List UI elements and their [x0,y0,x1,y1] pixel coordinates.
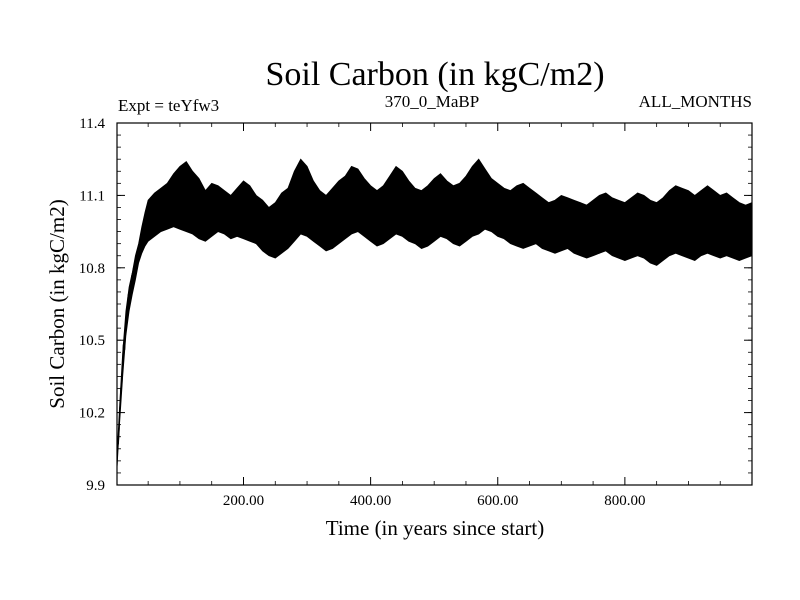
x-tick-label: 600.00 [477,493,518,509]
months-label: ALL_MONTHS [639,92,752,111]
x-axis-label: Time (in years since start) [326,516,545,540]
plot-frame [116,122,753,486]
y-tick-label: 10.2 [79,406,105,422]
ticks-layer: 9.9 10.2 10.5 10.8 11.1 11.4 200.00 400.00 600.0… [79,116,752,509]
period-label: 370_0_MaBP [385,92,479,111]
x-tick-label: 400.00 [350,493,391,509]
y-tick-label: 11.4 [79,116,105,132]
y-tick-label: 11.1 [79,188,105,204]
x-tick-label: 200.00 [223,493,264,509]
series-line-0 [116,164,753,467]
y-tick-label: 10.8 [79,261,105,277]
x-tick-label: 800.00 [604,493,645,509]
chart-title: Soil Carbon (in kgC/m2) [265,56,604,93]
y-tick-label: 10.5 [79,333,105,349]
y-axis-label: Soil Carbon (in kgC/m2) [45,199,69,408]
experiment-label: Expt = teYfw3 [118,96,219,115]
y-tick-label: 9.9 [86,478,105,494]
